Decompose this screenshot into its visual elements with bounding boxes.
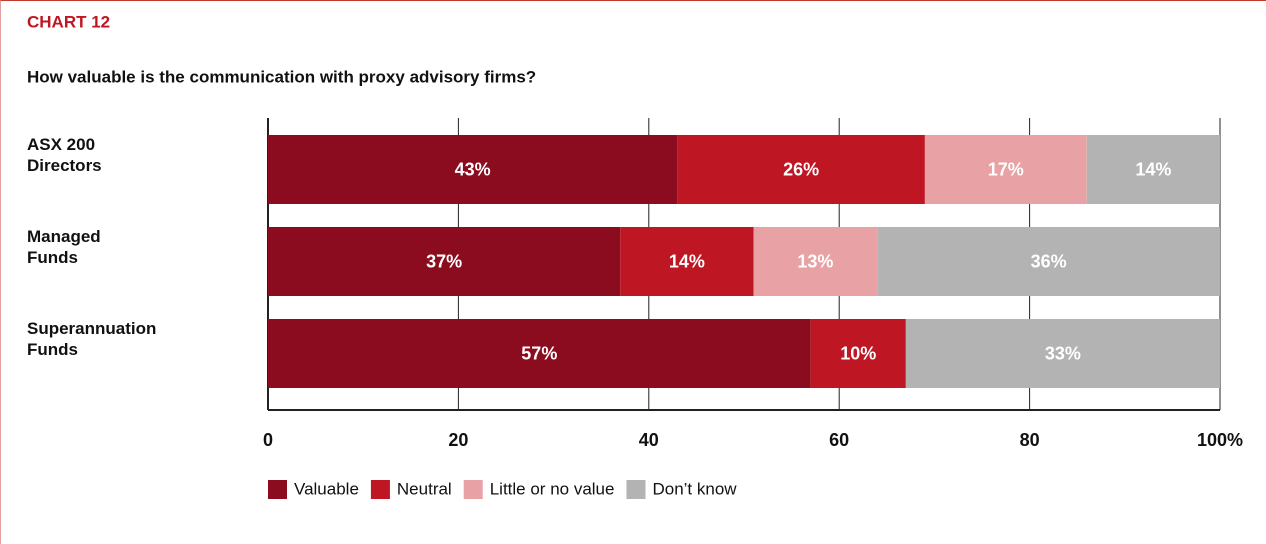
legend-label: Neutral — [397, 479, 452, 498]
bar-segment — [677, 135, 925, 204]
data-label: 33% — [1045, 343, 1081, 363]
data-label: 10% — [840, 343, 876, 363]
bar-segment — [753, 227, 878, 296]
x-tick-label: 60 — [829, 430, 849, 450]
data-label: 14% — [669, 251, 705, 271]
legend-label: Valuable — [294, 479, 359, 498]
legend-swatch — [463, 480, 483, 499]
legend-swatch — [268, 480, 287, 499]
data-label: 57% — [521, 343, 557, 363]
data-label: 17% — [988, 159, 1024, 179]
bar-segment — [1086, 135, 1220, 204]
bar-segment — [620, 227, 754, 296]
bar-segment — [924, 135, 1087, 204]
data-label: 36% — [1031, 251, 1067, 271]
category-label: Managed Funds — [27, 227, 101, 267]
x-tick-label: 20 — [448, 430, 468, 450]
legend-label: Little or no value — [490, 479, 615, 498]
bar-segment — [877, 227, 1220, 296]
data-label: 14% — [1135, 159, 1171, 179]
data-label: 13% — [797, 251, 833, 271]
x-tick-label: 40 — [639, 430, 659, 450]
x-tick-label: 80 — [1020, 430, 1040, 450]
legend-swatch — [626, 480, 646, 499]
bar-segment — [905, 319, 1220, 388]
data-label: 26% — [783, 159, 819, 179]
bar-segment — [810, 319, 906, 388]
legend-label: Don’t know — [652, 479, 737, 498]
legend-swatch — [370, 480, 390, 499]
data-label: 37% — [426, 251, 462, 271]
bar-segment — [268, 319, 811, 388]
category-label: ASX 200 Directors — [27, 135, 102, 175]
bar-segment — [268, 227, 621, 296]
bar-segment — [268, 135, 678, 204]
chart-label: CHART 12 — [27, 12, 110, 31]
data-label: 43% — [455, 159, 491, 179]
chart-title: How valuable is the communication with p… — [27, 67, 536, 86]
x-tick-label: 0 — [263, 430, 273, 450]
category-label: Superannuation Funds — [27, 319, 157, 359]
x-tick-label: 100% — [1197, 430, 1243, 450]
